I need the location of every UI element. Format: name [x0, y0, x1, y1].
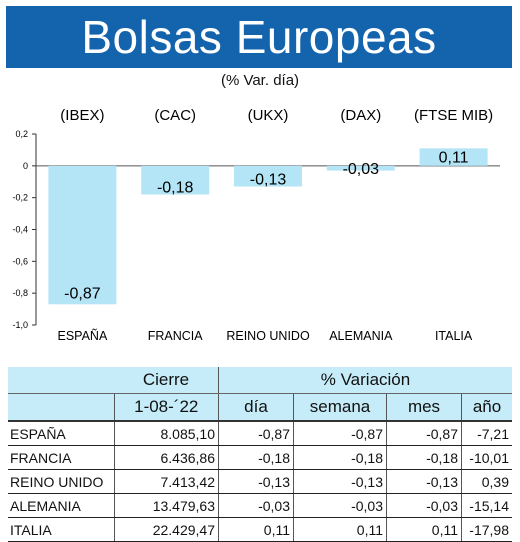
y-tick-label: 0 [23, 161, 28, 171]
bar [326, 165, 395, 171]
y-tick-label: -0,4 [12, 225, 28, 235]
index-label: (UKX) [248, 107, 289, 124]
y-tick-label: -0,6 [12, 256, 28, 266]
stock-table: Cierre % Variación 1-08-´22 día semana m… [8, 367, 512, 542]
dia-header: día [218, 393, 294, 422]
table-row: FRANCIA 6.436,86 -0,18 -0,18 -0,18 -10,0… [8, 445, 512, 470]
bar [141, 165, 210, 195]
country-cell: FRANCIA [8, 445, 114, 470]
table-group-header-row: Cierre % Variación [8, 367, 512, 394]
country-cell: ESPAÑA [8, 421, 114, 446]
y-tick-label: 0,2 [15, 129, 28, 139]
semana-cell: -0,87 [293, 421, 387, 446]
page-title: Bolsas Europeas [6, 6, 512, 68]
y-tick-label: -1,0 [12, 320, 28, 330]
dia-cell: -0,87 [218, 421, 294, 446]
cierre-cell: 13.479,63 [113, 493, 219, 518]
anio-cell: -17,98 [461, 517, 512, 542]
semana-cell: -0,13 [293, 469, 387, 494]
cierre-cell: 7.413,42 [113, 469, 219, 494]
anio-cell: 0,39 [461, 469, 512, 494]
category-label: REINO UNIDO [226, 329, 310, 343]
semana-cell: -0,03 [293, 493, 387, 518]
y-tick-label: -0,2 [12, 193, 28, 203]
mes-cell: 0,11 [386, 517, 462, 542]
index-label: (DAX) [340, 107, 381, 124]
anio-cell: -10,01 [461, 445, 512, 470]
y-tick-label: -0,8 [12, 288, 28, 298]
mes-header: mes [386, 393, 462, 422]
dia-cell: -0,03 [218, 493, 294, 518]
semana-cell: -0,18 [293, 445, 387, 470]
mes-cell: -0,18 [386, 445, 462, 470]
bar [234, 165, 302, 187]
bar [48, 165, 117, 305]
table-corner-cell [8, 393, 114, 422]
semana-cell: 0,11 [293, 517, 387, 542]
cierre-cell: 8.085,10 [113, 421, 219, 446]
cierre-cell: 6.436,86 [113, 445, 219, 470]
table-row: REINO UNIDO 7.413,42 -0,13 -0,13 -0,13 0… [8, 469, 512, 494]
category-label: ESPAÑA [58, 329, 108, 343]
mes-cell: -0,87 [386, 421, 462, 446]
dia-cell: 0,11 [218, 517, 294, 542]
category-label: ITALIA [435, 329, 473, 343]
bar-value-label: 0,11 [439, 149, 469, 166]
category-label: FRANCIA [148, 329, 204, 343]
bar-chart: 0,2 0 -0,2 -0,4 -0,6 -0,8 -1,0 (IBEX) -0,87 ESPAÑ… [12, 107, 500, 343]
anio-cell: -15,14 [461, 493, 512, 518]
semana-header: semana [293, 393, 387, 422]
variacion-group-header: % Variación [218, 367, 512, 394]
table-corner-cell [8, 367, 114, 394]
bar-value-label: -0,87 [64, 285, 101, 302]
table-row: ALEMANIA 13.479,63 -0,03 -0,03 -0,03 -15… [8, 493, 512, 518]
dia-cell: -0,18 [218, 445, 294, 470]
category-label: ALEMANIA [329, 329, 393, 343]
bar-value-label: -0,18 [157, 179, 194, 196]
cierre-cell: 22.429,47 [113, 517, 219, 542]
anio-header: año [461, 393, 512, 422]
country-cell: ALEMANIA [8, 493, 114, 518]
mes-cell: -0,03 [386, 493, 462, 518]
table-row: ESPAÑA 8.085,10 -0,87 -0,87 -0,87 -7,21 [8, 421, 512, 446]
index-label: (CAC) [154, 107, 196, 124]
bar-value-label: -0,03 [343, 161, 380, 178]
anio-cell: -7,21 [461, 421, 512, 446]
dia-cell: -0,13 [218, 469, 294, 494]
country-cell: REINO UNIDO [8, 469, 114, 494]
chart-subtitle: (% Var. día) [220, 72, 300, 89]
bar-value-label: -0,13 [250, 172, 287, 189]
index-label: (IBEX) [60, 107, 104, 124]
country-cell: ITALIA [8, 517, 114, 542]
table-column-header-row: 1-08-´22 día semana mes año [8, 393, 512, 422]
cierre-group-header: Cierre [114, 367, 219, 394]
bar [419, 148, 488, 166]
mes-cell: -0,13 [386, 469, 462, 494]
table-row: ITALIA 22.429,47 0,11 0,11 0,11 -17,98 [8, 517, 512, 542]
index-label: (FTSE MIB) [414, 107, 493, 124]
date-header: 1-08-´22 [113, 393, 219, 422]
